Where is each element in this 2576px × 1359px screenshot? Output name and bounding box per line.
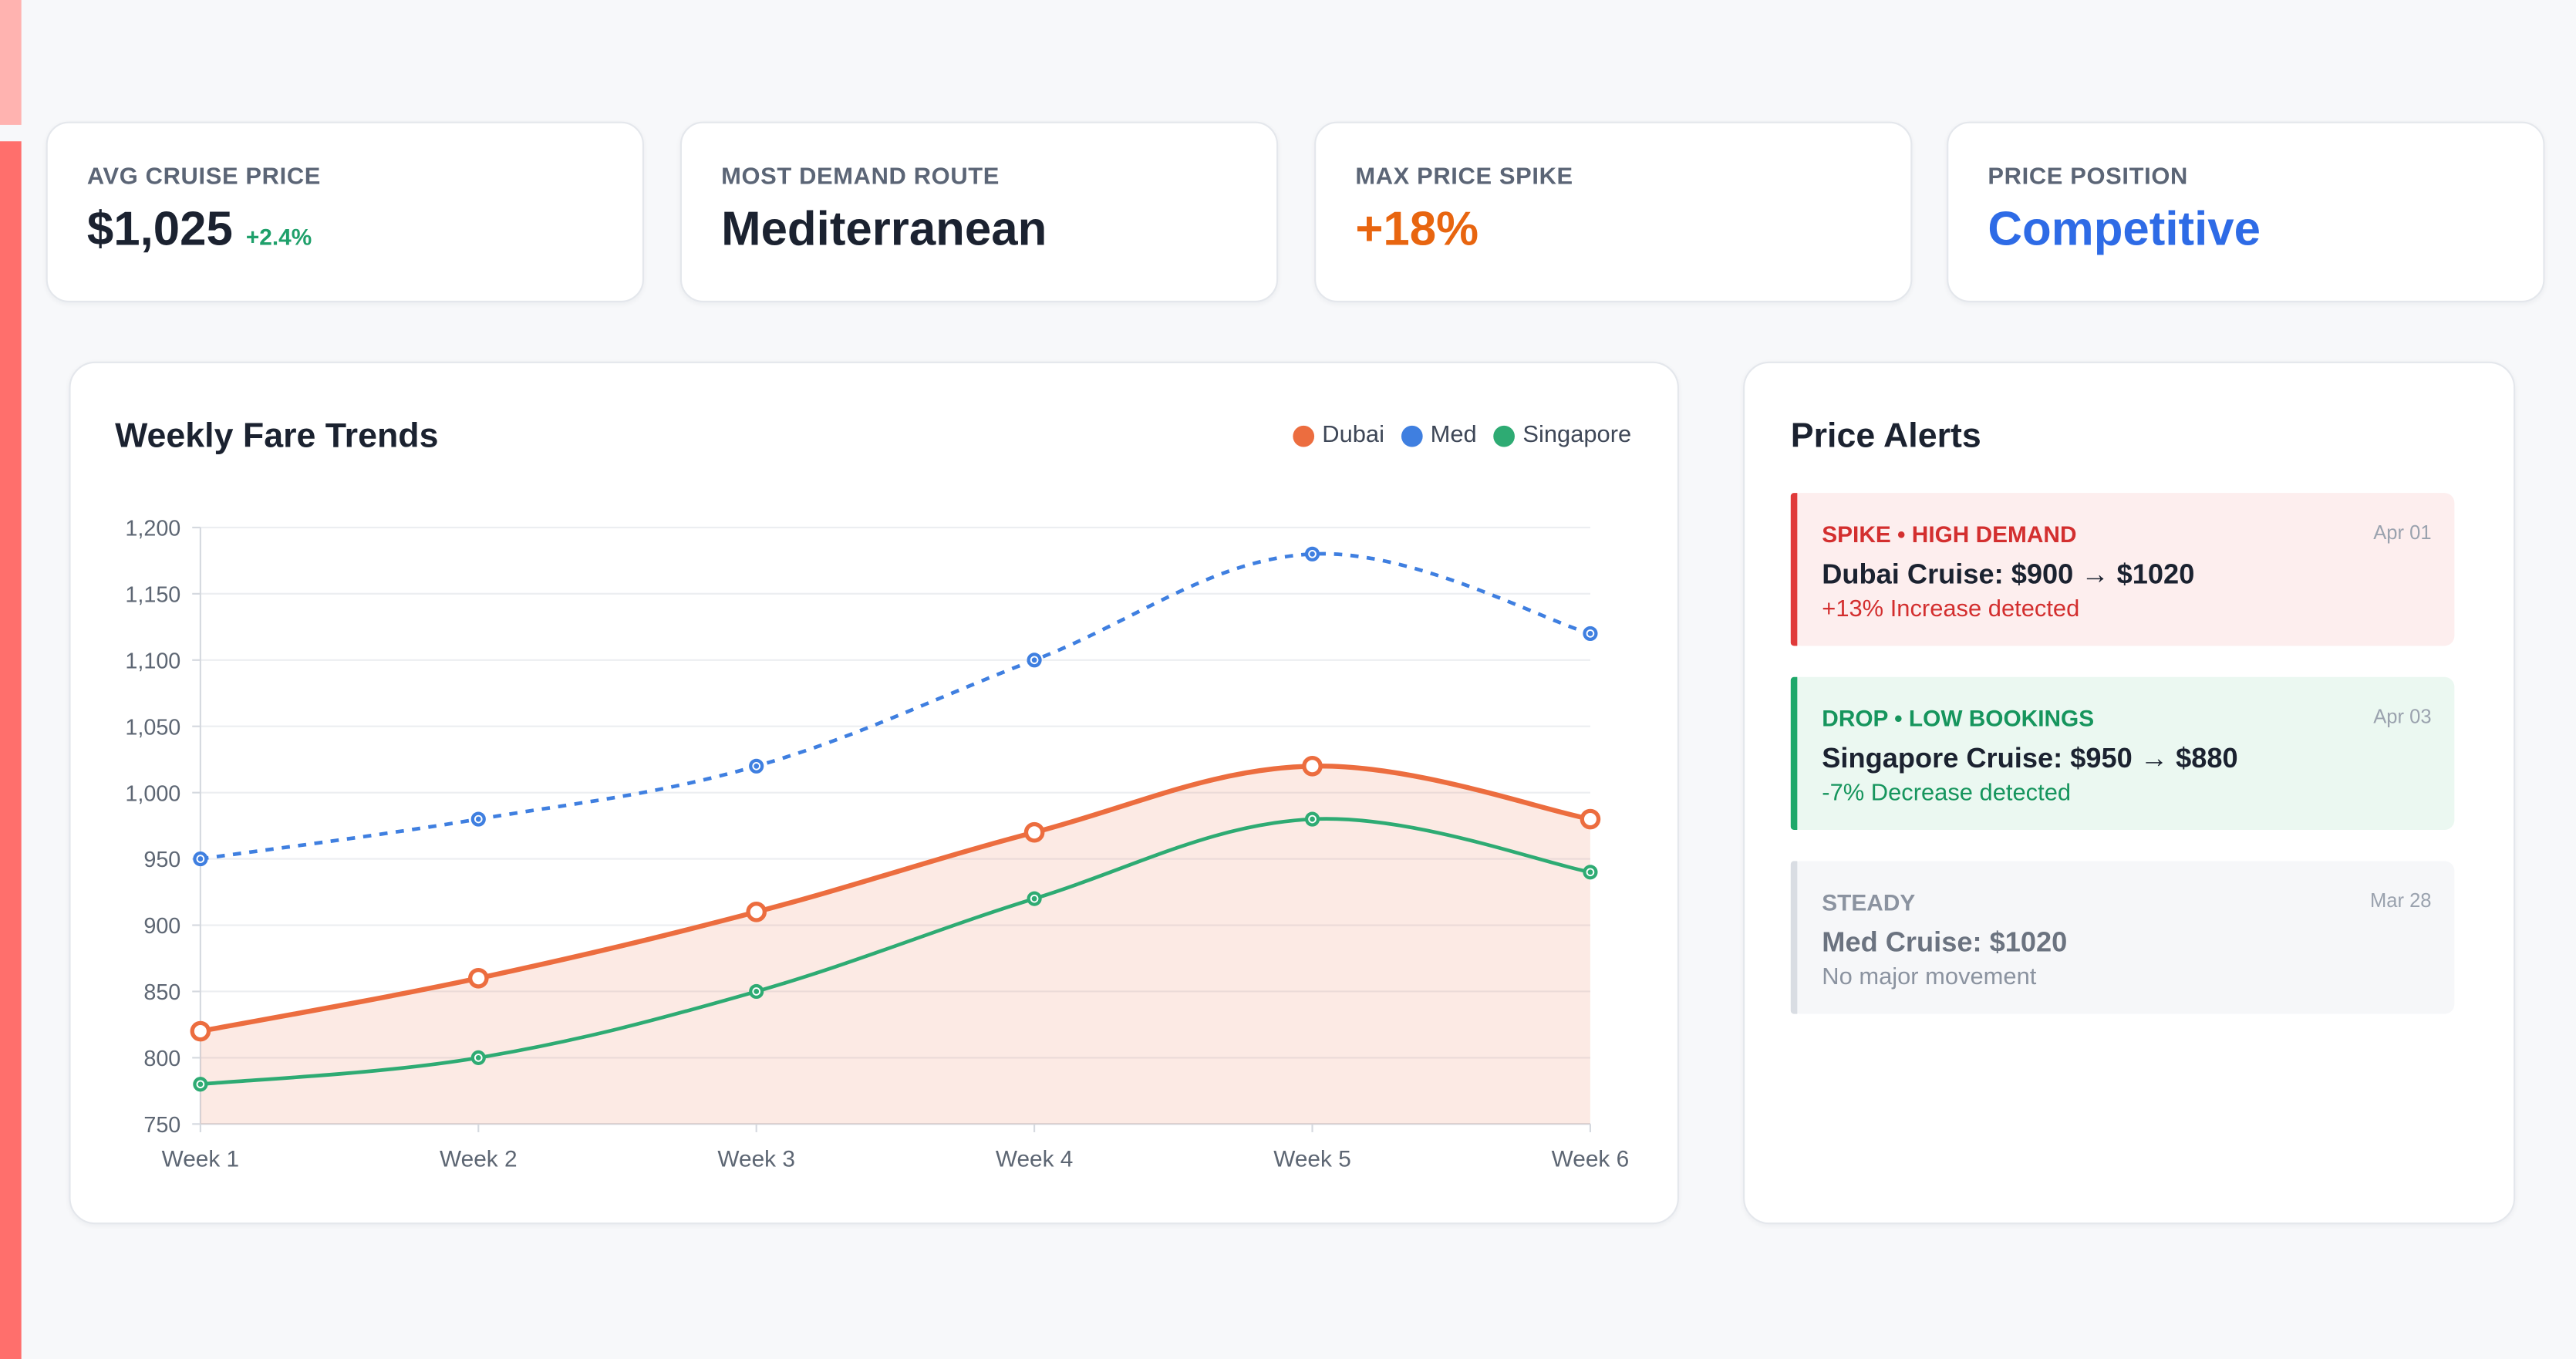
- y-tick-label: 750: [143, 1113, 180, 1138]
- alert-item[interactable]: STEADY Mar 28 Med Cruise: $1020 No major mo…: [1790, 861, 2455, 1014]
- data-point-dubai: [746, 902, 767, 922]
- kpi-card-price-position: PRICE POSITION Competitive: [1947, 121, 2545, 303]
- x-tick-label: Week 4: [996, 1147, 1074, 1172]
- alert-item[interactable]: SPIKE • HIGH DEMAND Apr 01 Dubai Cruise: $…: [1790, 493, 2455, 646]
- kpi-delta: +2.4%: [245, 223, 312, 250]
- legend-label: Med: [1430, 422, 1477, 449]
- x-tick-label: Week 5: [1273, 1147, 1351, 1172]
- y-tick-label: 950: [143, 848, 180, 872]
- data-point-dubai: [190, 1020, 211, 1042]
- data-point-core: [197, 856, 204, 862]
- kpi-label: MOST DEMAND ROUTE: [721, 164, 1000, 191]
- y-tick-label: 1,200: [125, 517, 180, 541]
- x-tick-label: Week 1: [162, 1147, 240, 1172]
- kpi-value: Mediterranean: [721, 204, 1047, 257]
- card-title: Weekly Fare Trends: [115, 417, 439, 456]
- alert-subtitle: -7% Decrease detected: [1822, 781, 2072, 808]
- data-point-dubai: [467, 967, 489, 989]
- alert-item[interactable]: DROP • LOW BOOKINGS Apr 03 Singapore Cruis…: [1790, 676, 2455, 830]
- alert-accent-bar: [1790, 676, 1798, 830]
- data-point-core: [1587, 869, 1593, 875]
- kpi-value: $1,025 +2.4%: [87, 204, 312, 258]
- y-tick-label: 1,100: [125, 649, 180, 673]
- alert-accent-bar: [1790, 861, 1798, 1014]
- alert-title: Med Cruise: $1020: [1822, 926, 2068, 959]
- data-point-dubai: [1580, 808, 1601, 830]
- data-point-core: [754, 763, 760, 769]
- kpi-value: Competitive: [1988, 204, 2261, 257]
- alert-date: Mar 28: [2369, 889, 2432, 912]
- data-point-core: [475, 1054, 481, 1061]
- x-tick-label: Week 2: [440, 1147, 518, 1172]
- kpi-value: +18%: [1355, 204, 1479, 257]
- x-tick-label: Week 6: [1552, 1147, 1630, 1172]
- alert-date: Apr 03: [2373, 705, 2432, 728]
- legend-dot: [1292, 424, 1314, 447]
- kpi-label: AVG CRUISE PRICE: [86, 164, 322, 191]
- series-line-dubai: [200, 764, 1591, 1034]
- kpi-label: PRICE POSITION: [1988, 164, 2188, 191]
- data-point-core: [1031, 657, 1037, 663]
- data-point-core: [1587, 631, 1593, 636]
- accent-bar: [0, 0, 22, 125]
- y-tick-label: 900: [143, 914, 180, 939]
- kpi-card-max-spike: MAX PRICE SPIKE +18%: [1314, 121, 1913, 303]
- series-line-med: [200, 551, 1591, 861]
- kpi-label: MAX PRICE SPIKE: [1355, 164, 1573, 191]
- legend-label: Singapore: [1522, 422, 1632, 449]
- legend-item-singapore[interactable]: Singapore: [1493, 423, 1631, 449]
- y-tick-label: 1,000: [125, 781, 180, 806]
- alert-tag: STEADY: [1822, 889, 1916, 916]
- y-tick-label: 800: [143, 1047, 180, 1071]
- legend-dot: [1401, 424, 1422, 447]
- weekly-fare-trends-card: Weekly Fare Trends Dubai Med Singapore 7…: [69, 361, 1679, 1225]
- alert-date: Apr 01: [2373, 521, 2432, 545]
- data-point-core: [1310, 551, 1315, 557]
- alert-title: Singapore Cruise: $950 → $880: [1822, 743, 2238, 774]
- legend-label: Dubai: [1322, 422, 1384, 449]
- alert-subtitle: No major movement: [1822, 964, 2037, 991]
- data-point-dubai: [1302, 755, 1323, 777]
- chart-legend: Dubai Med Singapore: [1276, 422, 1631, 449]
- alert-tag: SPIKE • HIGH DEMAND: [1822, 521, 2077, 548]
- data-point-core: [754, 989, 760, 994]
- price-alerts-card: Price Alerts SPIKE • HIGH DEMAND Apr 01 Du…: [1743, 361, 2516, 1225]
- alert-subtitle: +13% Increase detected: [1822, 596, 2080, 623]
- kpi-card-demand-route: MOST DEMAND ROUTE Mediterranean: [679, 121, 1279, 303]
- legend-item-dubai[interactable]: Dubai: [1292, 422, 1384, 449]
- card-title: Price Alerts: [1790, 417, 1981, 456]
- line-chart: 750 800 850 900 950 1,000 1,050 1,100 1,150 1,200…: [125, 517, 1630, 1172]
- kpi-value-text: $1,025: [86, 204, 233, 257]
- data-point-core: [1310, 816, 1315, 822]
- y-tick-label: 1,150: [125, 583, 180, 608]
- accent-bar: [0, 141, 22, 1359]
- legend-dot: [1493, 424, 1515, 447]
- alert-accent-bar: [1790, 493, 1798, 646]
- legend-item-med[interactable]: Med: [1401, 422, 1477, 449]
- y-tick-label: 1,050: [125, 715, 180, 740]
- data-point-dubai: [1023, 821, 1045, 843]
- alert-tag: DROP • LOW BOOKINGS: [1822, 705, 2095, 732]
- data-point-core: [1031, 895, 1037, 902]
- kpi-card-avg-price: AVG CRUISE PRICE $1,025 +2.4%: [46, 121, 644, 303]
- alert-title: Dubai Cruise: $900 → $1020: [1822, 558, 2195, 590]
- data-point-core: [475, 816, 481, 822]
- x-tick-label: Week 3: [717, 1147, 795, 1172]
- y-tick-label: 850: [143, 980, 180, 1005]
- data-point-core: [197, 1081, 204, 1088]
- series-line-singapore: [200, 817, 1591, 1087]
